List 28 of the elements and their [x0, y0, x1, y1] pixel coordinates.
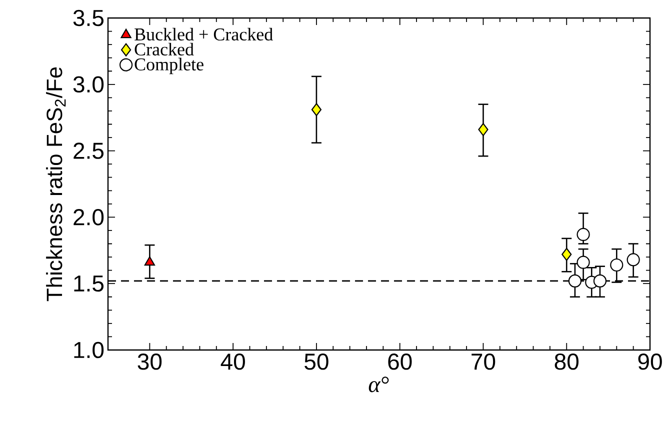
point — [478, 123, 488, 136]
point — [626, 253, 640, 266]
x-tick-label: 40 — [220, 354, 245, 370]
y-tick-label: 2.5 — [74, 142, 104, 159]
x-tick-label: 30 — [138, 354, 162, 370]
y-tick-label: 2.0 — [74, 209, 104, 226]
legend-label: Complete — [134, 58, 204, 74]
point — [593, 274, 607, 288]
legend-label: Buckled + Cracked — [134, 28, 273, 40]
y-tick-label: 1.5 — [74, 276, 104, 292]
x-tick-label: 50 — [304, 354, 328, 370]
point — [144, 256, 156, 266]
y-tick-label: 3.5 — [73, 10, 104, 26]
x-tick-label: 70 — [472, 354, 496, 370]
x-axis-title: α° — [368, 376, 389, 392]
point — [576, 228, 590, 242]
point — [568, 274, 582, 288]
legend-label: Cracked — [134, 42, 194, 56]
point — [610, 258, 624, 272]
y-tick-label: 1.0 — [74, 342, 104, 358]
x-tick-label: 80 — [554, 354, 579, 370]
x-tick-label: 90 — [638, 354, 662, 370]
point — [562, 248, 572, 261]
point — [311, 103, 322, 116]
x-tick-label: 60 — [388, 354, 412, 370]
y-tick-label: 3.0 — [73, 76, 104, 93]
y-axis-title: Thickness ratio FeS$_{2}$/Fe — [46, 67, 66, 302]
point — [576, 256, 590, 269]
